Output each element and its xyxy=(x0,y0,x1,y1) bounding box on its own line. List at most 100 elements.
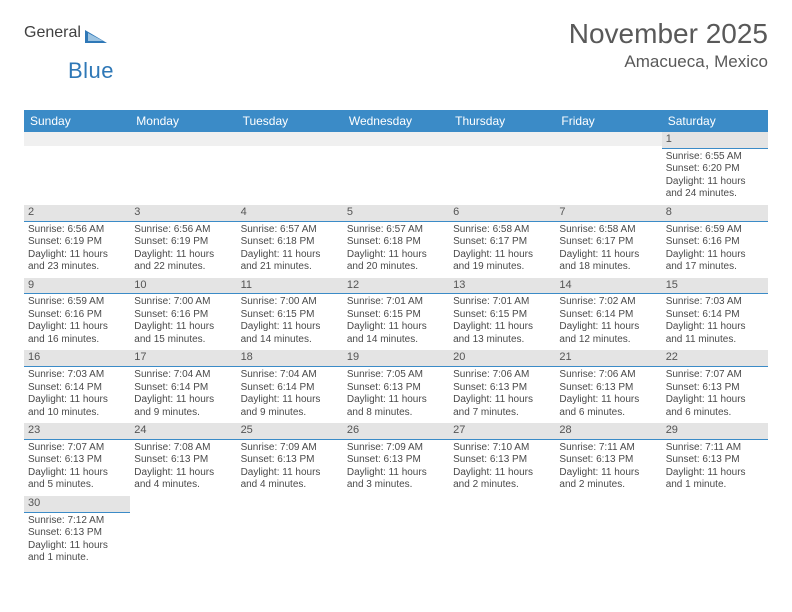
sunset-line: Sunset: 6:13 PM xyxy=(347,454,445,467)
day-details: Sunrise: 6:58 AMSunset: 6:17 PMDaylight:… xyxy=(555,222,661,278)
calendar-cell: 25Sunrise: 7:09 AMSunset: 6:13 PMDayligh… xyxy=(237,423,343,496)
sunset-line: Sunset: 6:13 PM xyxy=(559,454,657,467)
sunrise-line: Sunrise: 7:11 AM xyxy=(559,442,657,455)
calendar-table: SundayMondayTuesdayWednesdayThursdayFrid… xyxy=(24,110,768,569)
calendar-cell: 23Sunrise: 7:07 AMSunset: 6:13 PMDayligh… xyxy=(24,423,130,496)
day-details: Sunrise: 7:09 AMSunset: 6:13 PMDaylight:… xyxy=(343,440,449,496)
title-block: November 2025 Amacueca, Mexico xyxy=(569,18,768,72)
sunrise-line: Sunrise: 6:57 AM xyxy=(241,224,339,237)
daylight-line: Daylight: 11 hours and 9 minutes. xyxy=(134,394,232,419)
calendar-cell: 30Sunrise: 7:12 AMSunset: 6:13 PMDayligh… xyxy=(24,496,130,569)
sunset-line: Sunset: 6:20 PM xyxy=(666,163,764,176)
day-number: 22 xyxy=(662,350,768,367)
sunset-line: Sunset: 6:19 PM xyxy=(134,236,232,249)
day-details: Sunrise: 6:56 AMSunset: 6:19 PMDaylight:… xyxy=(24,222,130,278)
calendar-week: 30Sunrise: 7:12 AMSunset: 6:13 PMDayligh… xyxy=(24,496,768,569)
sunrise-line: Sunrise: 7:12 AM xyxy=(28,515,126,528)
daylight-line: Daylight: 11 hours and 14 minutes. xyxy=(241,321,339,346)
calendar-cell xyxy=(130,132,236,205)
day-details: Sunrise: 7:06 AMSunset: 6:13 PMDaylight:… xyxy=(555,367,661,423)
day-details: Sunrise: 7:06 AMSunset: 6:13 PMDaylight:… xyxy=(449,367,555,423)
day-header-tuesday: Tuesday xyxy=(237,110,343,132)
month-title: November 2025 xyxy=(569,18,768,50)
sunrise-line: Sunrise: 6:56 AM xyxy=(28,224,126,237)
daylight-line: Daylight: 11 hours and 5 minutes. xyxy=(28,467,126,492)
header: General November 2025 Amacueca, Mexico xyxy=(24,18,768,72)
daylight-line: Daylight: 11 hours and 20 minutes. xyxy=(347,249,445,274)
calendar-cell: 6Sunrise: 6:58 AMSunset: 6:17 PMDaylight… xyxy=(449,205,555,278)
day-number: 29 xyxy=(662,423,768,440)
daylight-line: Daylight: 11 hours and 14 minutes. xyxy=(347,321,445,346)
daylight-line: Daylight: 11 hours and 6 minutes. xyxy=(559,394,657,419)
day-number: 12 xyxy=(343,278,449,295)
day-details: Sunrise: 7:03 AMSunset: 6:14 PMDaylight:… xyxy=(24,367,130,423)
day-header-friday: Friday xyxy=(555,110,661,132)
day-header-sunday: Sunday xyxy=(24,110,130,132)
day-details: Sunrise: 7:04 AMSunset: 6:14 PMDaylight:… xyxy=(130,367,236,423)
sunset-line: Sunset: 6:17 PM xyxy=(559,236,657,249)
sunrise-line: Sunrise: 6:58 AM xyxy=(559,224,657,237)
sunset-line: Sunset: 6:14 PM xyxy=(666,309,764,322)
sunrise-line: Sunrise: 7:08 AM xyxy=(134,442,232,455)
sunset-line: Sunset: 6:13 PM xyxy=(347,382,445,395)
daylight-line: Daylight: 11 hours and 23 minutes. xyxy=(28,249,126,274)
sunset-line: Sunset: 6:13 PM xyxy=(453,382,551,395)
day-number: 14 xyxy=(555,278,661,295)
logo: General xyxy=(24,18,109,48)
day-number: 20 xyxy=(449,350,555,367)
calendar-cell: 18Sunrise: 7:04 AMSunset: 6:14 PMDayligh… xyxy=(237,350,343,423)
day-details: Sunrise: 7:08 AMSunset: 6:13 PMDaylight:… xyxy=(130,440,236,496)
calendar-cell: 10Sunrise: 7:00 AMSunset: 6:16 PMDayligh… xyxy=(130,278,236,351)
calendar-week: 2Sunrise: 6:56 AMSunset: 6:19 PMDaylight… xyxy=(24,205,768,278)
calendar-cell: 9Sunrise: 6:59 AMSunset: 6:16 PMDaylight… xyxy=(24,278,130,351)
daylight-line: Daylight: 11 hours and 13 minutes. xyxy=(453,321,551,346)
day-number: 28 xyxy=(555,423,661,440)
sunrise-line: Sunrise: 7:04 AM xyxy=(134,369,232,382)
sunrise-line: Sunrise: 7:07 AM xyxy=(28,442,126,455)
sunset-line: Sunset: 6:16 PM xyxy=(666,236,764,249)
day-number: 24 xyxy=(130,423,236,440)
sunset-line: Sunset: 6:17 PM xyxy=(453,236,551,249)
calendar-cell xyxy=(130,496,236,569)
sunrise-line: Sunrise: 7:11 AM xyxy=(666,442,764,455)
daylight-line: Daylight: 11 hours and 4 minutes. xyxy=(134,467,232,492)
day-details: Sunrise: 7:04 AMSunset: 6:14 PMDaylight:… xyxy=(237,367,343,423)
calendar-cell xyxy=(555,496,661,569)
sunset-line: Sunset: 6:14 PM xyxy=(28,382,126,395)
sunset-line: Sunset: 6:15 PM xyxy=(347,309,445,322)
sunset-line: Sunset: 6:13 PM xyxy=(666,382,764,395)
day-details: Sunrise: 7:02 AMSunset: 6:14 PMDaylight:… xyxy=(555,294,661,350)
day-number: 21 xyxy=(555,350,661,367)
day-number: 18 xyxy=(237,350,343,367)
day-number: 2 xyxy=(24,205,130,222)
sunrise-line: Sunrise: 7:02 AM xyxy=(559,296,657,309)
calendar-cell: 11Sunrise: 7:00 AMSunset: 6:15 PMDayligh… xyxy=(237,278,343,351)
day-number: 30 xyxy=(24,496,130,513)
day-details: Sunrise: 6:56 AMSunset: 6:19 PMDaylight:… xyxy=(130,222,236,278)
calendar-cell xyxy=(343,132,449,205)
daylight-line: Daylight: 11 hours and 10 minutes. xyxy=(28,394,126,419)
calendar-cell: 17Sunrise: 7:04 AMSunset: 6:14 PMDayligh… xyxy=(130,350,236,423)
calendar-cell: 8Sunrise: 6:59 AMSunset: 6:16 PMDaylight… xyxy=(662,205,768,278)
day-details: Sunrise: 7:11 AMSunset: 6:13 PMDaylight:… xyxy=(662,440,768,496)
calendar-cell: 15Sunrise: 7:03 AMSunset: 6:14 PMDayligh… xyxy=(662,278,768,351)
day-details: Sunrise: 7:01 AMSunset: 6:15 PMDaylight:… xyxy=(449,294,555,350)
sunrise-line: Sunrise: 6:57 AM xyxy=(347,224,445,237)
daylight-line: Daylight: 11 hours and 6 minutes. xyxy=(666,394,764,419)
daylight-line: Daylight: 11 hours and 7 minutes. xyxy=(453,394,551,419)
sunset-line: Sunset: 6:13 PM xyxy=(241,454,339,467)
day-number: 25 xyxy=(237,423,343,440)
sunrise-line: Sunrise: 7:03 AM xyxy=(666,296,764,309)
day-header-thursday: Thursday xyxy=(449,110,555,132)
daylight-line: Daylight: 11 hours and 4 minutes. xyxy=(241,467,339,492)
sunset-line: Sunset: 6:16 PM xyxy=(134,309,232,322)
daylight-line: Daylight: 11 hours and 9 minutes. xyxy=(241,394,339,419)
calendar-cell: 3Sunrise: 6:56 AMSunset: 6:19 PMDaylight… xyxy=(130,205,236,278)
sunset-line: Sunset: 6:15 PM xyxy=(241,309,339,322)
sunrise-line: Sunrise: 7:09 AM xyxy=(347,442,445,455)
calendar-cell: 28Sunrise: 7:11 AMSunset: 6:13 PMDayligh… xyxy=(555,423,661,496)
day-number: 11 xyxy=(237,278,343,295)
sunrise-line: Sunrise: 7:03 AM xyxy=(28,369,126,382)
day-header-row: SundayMondayTuesdayWednesdayThursdayFrid… xyxy=(24,110,768,132)
sunset-line: Sunset: 6:19 PM xyxy=(28,236,126,249)
